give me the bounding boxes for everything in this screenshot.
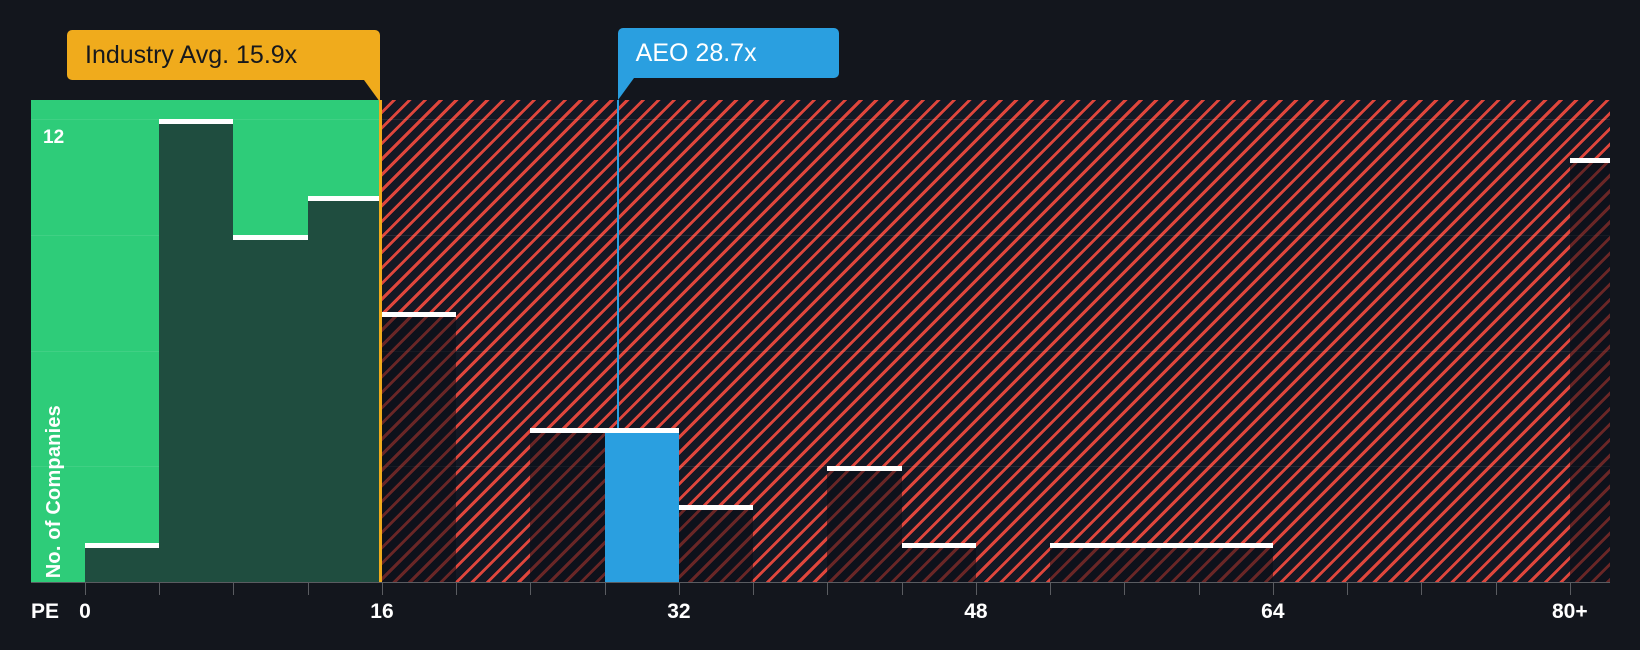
gridline bbox=[31, 234, 1610, 236]
bar-body bbox=[1050, 548, 1125, 582]
y-axis-label: No. of Companies bbox=[43, 404, 65, 578]
x-axis-tick-label: 0 bbox=[79, 600, 91, 623]
x-axis-tick bbox=[530, 583, 532, 595]
gridline bbox=[31, 466, 1610, 468]
histogram-bar[interactable] bbox=[1198, 543, 1273, 582]
callout-label: AEO 28.7x bbox=[617, 28, 839, 78]
bar-cap bbox=[307, 196, 382, 202]
x-axis-tick bbox=[1421, 583, 1423, 595]
x-axis-tick bbox=[307, 583, 309, 595]
histogram-bar[interactable] bbox=[381, 312, 457, 582]
callout-label: Industry Avg. 15.9x bbox=[67, 30, 381, 80]
x-axis-tick bbox=[753, 583, 755, 595]
bar-cap bbox=[1050, 543, 1125, 549]
bar-cap bbox=[604, 427, 679, 433]
histogram-bar[interactable] bbox=[85, 543, 160, 582]
x-axis-tick-label: 16 bbox=[370, 600, 394, 623]
bar-cap bbox=[85, 543, 160, 549]
x-axis-tick bbox=[901, 583, 903, 595]
x-axis-tick bbox=[381, 583, 383, 595]
x-axis-tick bbox=[1495, 583, 1497, 595]
callout-tail bbox=[364, 80, 381, 102]
marker-line-industry-average bbox=[379, 100, 383, 582]
x-axis-tick-label: 32 bbox=[667, 600, 691, 623]
bar-body bbox=[159, 124, 234, 582]
gridline bbox=[31, 350, 1610, 352]
bar-body bbox=[233, 239, 308, 582]
histogram-bar[interactable] bbox=[1124, 543, 1199, 582]
bar-body bbox=[307, 201, 382, 582]
x-axis-line bbox=[31, 582, 1610, 583]
bar-cap bbox=[381, 312, 457, 318]
bar-body bbox=[1569, 162, 1610, 582]
x-axis-tick bbox=[1569, 583, 1571, 595]
callout-company[interactable]: AEO 28.7x bbox=[617, 28, 839, 100]
y-axis-tick-label: 12 bbox=[43, 127, 65, 149]
bar-body bbox=[85, 548, 160, 582]
x-axis-tick bbox=[604, 583, 606, 595]
plot-area bbox=[31, 100, 1610, 582]
histogram-bar[interactable] bbox=[1569, 157, 1610, 582]
x-axis-tick bbox=[85, 583, 86, 595]
histogram-bar[interactable] bbox=[827, 466, 902, 582]
histogram-bar[interactable] bbox=[530, 427, 605, 582]
bar-body bbox=[530, 432, 605, 582]
x-axis-tick bbox=[678, 583, 680, 595]
x-axis-caption: PE bbox=[31, 600, 60, 623]
bar-cap bbox=[159, 119, 234, 125]
bar-cap bbox=[1569, 157, 1610, 163]
histogram-bar[interactable] bbox=[159, 119, 234, 582]
bar-cap bbox=[233, 234, 308, 240]
histogram-bar[interactable] bbox=[307, 196, 382, 582]
x-axis-tick-label: 48 bbox=[964, 600, 988, 623]
bar-body bbox=[678, 509, 754, 582]
marker-line-company bbox=[616, 100, 619, 428]
callout-industry-average[interactable]: Industry Avg. 15.9x bbox=[67, 30, 381, 102]
x-axis-tick bbox=[1347, 583, 1349, 595]
x-axis-tick bbox=[159, 583, 161, 595]
bar-cap bbox=[901, 543, 976, 549]
bar-cap bbox=[827, 466, 902, 472]
x-axis-tick bbox=[233, 583, 235, 595]
x-axis-tick-label: 80+ bbox=[1551, 600, 1588, 623]
x-axis-tick bbox=[456, 583, 458, 595]
histogram-bar[interactable] bbox=[901, 543, 976, 582]
bar-body bbox=[901, 548, 976, 582]
x-axis-tick bbox=[827, 583, 829, 595]
bar-body bbox=[1198, 548, 1273, 582]
histogram-bar[interactable] bbox=[1050, 543, 1125, 582]
histogram-bar[interactable] bbox=[604, 427, 679, 582]
x-axis-tick-label: 64 bbox=[1261, 600, 1285, 623]
bar-cap bbox=[1198, 543, 1273, 549]
histogram-bar[interactable] bbox=[233, 234, 308, 582]
x-axis-tick bbox=[1198, 583, 1200, 595]
bar-cap bbox=[678, 504, 754, 510]
bar-cap bbox=[1124, 543, 1199, 549]
bar-body bbox=[1124, 548, 1199, 582]
gridline bbox=[31, 119, 1610, 121]
x-axis-tick bbox=[1272, 583, 1274, 595]
bar-body bbox=[827, 471, 902, 582]
callout-tail bbox=[617, 78, 634, 100]
x-axis-tick bbox=[975, 583, 977, 595]
x-axis-tick bbox=[1124, 583, 1126, 595]
x-axis-tick bbox=[1050, 583, 1052, 595]
bar-body bbox=[381, 317, 457, 582]
bar-body bbox=[604, 432, 679, 582]
histogram-bar[interactable] bbox=[678, 504, 754, 582]
overvalued-region-hatched bbox=[380, 100, 1610, 582]
bar-cap bbox=[530, 427, 605, 433]
